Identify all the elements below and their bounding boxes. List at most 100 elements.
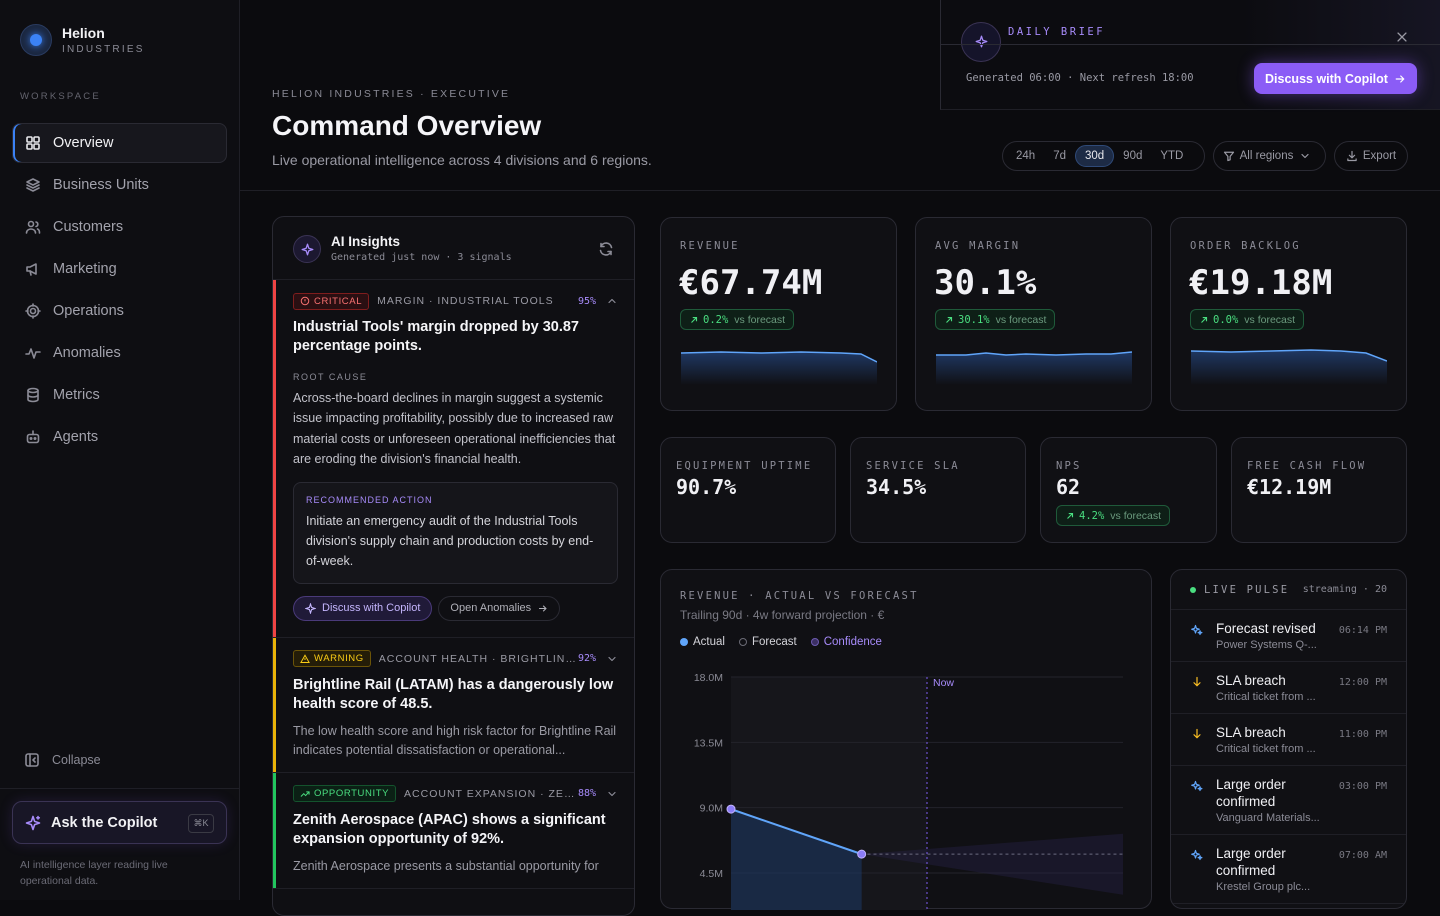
kpi-card-service-sla[interactable]: SERVICE SLA 34.5%: [850, 437, 1026, 543]
insight-title: Industrial Tools' margin dropped by 30.8…: [293, 319, 579, 354]
pulse-event[interactable]: Forecast revised Power Systems Q-... 06:…: [1171, 610, 1406, 662]
event-subtitle: Critical ticket from ...: [1216, 743, 1316, 755]
sparkle-icon: [305, 602, 316, 614]
kpi-label: AVG MARGIN: [935, 240, 1021, 252]
chevron-down-icon: [1299, 150, 1311, 162]
insight-card-warning[interactable]: WARNING ACCOUNT HEALTH · BRIGHTLINE R...…: [273, 637, 634, 773]
recommended-action-label: RECOMMENDED ACTION: [306, 494, 433, 505]
brief-divider: [941, 44, 1440, 45]
range-24h[interactable]: 24h: [1016, 150, 1036, 162]
kpi-delta-label: vs forecast: [1110, 509, 1162, 522]
legend-forecast[interactable]: Forecast: [738, 636, 797, 648]
sidebar-item-marketing[interactable]: Marketing: [12, 249, 227, 289]
range-7d[interactable]: 7d: [1053, 150, 1066, 162]
revenue-chart[interactable]: 18.0M 13.5M 9.0M 4.5M Now: [661, 570, 1153, 910]
export-button[interactable]: Export: [1334, 141, 1408, 171]
collapse-button[interactable]: Collapse: [24, 752, 101, 768]
legend-swatch: [738, 638, 747, 646]
insight-title: Zenith Aerospace (APAC) shows a signific…: [293, 811, 606, 847]
chevron-down-icon[interactable]: [606, 653, 618, 665]
kpi-delta-label: vs forecast: [734, 313, 786, 326]
range-90d[interactable]: 90d: [1123, 150, 1143, 162]
sidebar-item-customers[interactable]: Customers: [12, 207, 227, 247]
sidebar-item-operations[interactable]: Operations: [12, 291, 227, 331]
brand[interactable]: Helion INDUSTRIES: [20, 24, 145, 56]
confidence-score: 92%: [577, 653, 596, 665]
y-tick-label: 4.5M: [700, 868, 723, 880]
sidebar-item-agents[interactable]: Agents: [12, 417, 227, 457]
legend-swatch: [680, 638, 688, 646]
y-tick-label: 9.0M: [700, 803, 723, 815]
region-filter[interactable]: All regions: [1213, 141, 1326, 171]
download-icon: [1346, 150, 1358, 162]
discuss-copilot-button[interactable]: Discuss with Copilot: [1254, 63, 1417, 94]
confidence-band: [861, 833, 1123, 895]
chevron-down-icon[interactable]: [606, 788, 618, 800]
refresh-icon[interactable]: [598, 241, 614, 257]
chart-title: REVENUE · ACTUAL VS FORECAST: [680, 590, 919, 602]
brand-sub: INDUSTRIES: [62, 44, 145, 55]
discuss-copilot-pill-label: Discuss with Copilot: [322, 602, 421, 615]
pulse-event[interactable]: SLA breach Critical ticket from ... 11:0…: [1171, 714, 1406, 766]
ask-copilot-label: Ask the Copilot: [51, 814, 158, 831]
sidebar-item-anomalies[interactable]: Anomalies: [12, 333, 227, 373]
root-cause-label: ROOT CAUSE: [293, 372, 368, 382]
actual-line: [730, 808, 862, 856]
event-time: 12:00 PM: [1338, 677, 1387, 688]
sparkle-icon: [1191, 624, 1203, 636]
open-anomalies-button[interactable]: Open Anomalies: [438, 595, 561, 621]
kpi-card-free-cash-flow[interactable]: FREE CASH FLOW €12.19M: [1231, 437, 1407, 543]
live-indicator-dot: [1190, 586, 1196, 593]
kpi-delta-label: vs forecast: [995, 313, 1047, 326]
pulse-event[interactable]: Large order confirmed Vanguard Materials…: [1171, 766, 1406, 835]
kpi-card-equipment-uptime[interactable]: EQUIPMENT UPTIME 90.7%: [660, 437, 836, 543]
sidebar-item-metrics[interactable]: Metrics: [12, 375, 227, 415]
actual-point: [726, 804, 736, 814]
chevron-up-icon[interactable]: [606, 295, 618, 307]
pulse-event[interactable]: Large order confirmed Krestel Group plc.…: [1171, 835, 1406, 904]
workspace-label: WORKSPACE: [20, 91, 101, 102]
discuss-copilot-pill[interactable]: Discuss with Copilot: [293, 595, 433, 621]
actual-area: [731, 809, 862, 910]
header-controls: 24h 7d 30d 90d YTD All regions Export: [1002, 141, 1440, 171]
severity-label: WARNING: [314, 653, 364, 665]
legend-actual[interactable]: Actual: [680, 636, 725, 648]
insight-summary: The low health score and high risk facto…: [293, 723, 617, 757]
sidebar-item-overview[interactable]: Overview: [12, 123, 227, 163]
arrow-up-right-icon: [691, 316, 698, 323]
legend-label: Actual: [693, 636, 725, 648]
kpi-card-order-backlog[interactable]: ORDER BACKLOG €19.18M 0.0% vs forecast: [1170, 217, 1407, 411]
insight-card-critical[interactable]: CRITICAL MARGIN · INDUSTRIAL TOOLS 95% I…: [273, 280, 634, 638]
severity-label: OPPORTUNITY: [314, 788, 390, 800]
kpi-card-nps[interactable]: NPS 62 4.2% vs forecast: [1040, 437, 1217, 543]
kpi-label: ORDER BACKLOG: [1190, 240, 1301, 252]
event-title: SLA breach: [1216, 725, 1286, 740]
sidebar-item-label: Overview: [53, 135, 114, 151]
kpi-value: 90.7%: [676, 475, 737, 499]
kpi-sparkline: [1191, 349, 1387, 385]
brand-name: Helion: [62, 25, 105, 41]
brief-title: DAILY BRIEF: [1008, 26, 1106, 38]
kpi-card-avg-margin[interactable]: AVG MARGIN 30.1% 30.1% vs forecast: [915, 217, 1152, 411]
range-ytd[interactable]: YTD: [1160, 150, 1184, 162]
kpi-delta-value: 4.2%: [1079, 509, 1105, 522]
legend-confidence[interactable]: Confidence: [810, 636, 882, 648]
ask-copilot-button[interactable]: Ask the Copilot ⌘K: [12, 801, 227, 844]
insight-category: MARGIN · INDUSTRIAL TOOLS: [377, 295, 554, 307]
actual-point: [857, 849, 867, 859]
kpi-card-revenue[interactable]: REVENUE €67.74M 0.2% vs forecast: [660, 217, 897, 411]
close-icon[interactable]: [1395, 30, 1409, 44]
kpi-delta-label: vs forecast: [1244, 313, 1296, 326]
insight-card-opportunity[interactable]: OPPORTUNITY ACCOUNT EXPANSION · ZENIT...…: [273, 772, 634, 889]
pulse-event[interactable]: SLA breach Critical ticket from ... 12:0…: [1171, 662, 1406, 714]
sparkle-icon: [25, 815, 41, 831]
kpi-delta: 4.2% vs forecast: [1056, 505, 1171, 526]
sidebar-footer: AI intelligence layer reading live opera…: [20, 859, 168, 887]
kpi-value: 30.1%: [934, 263, 1037, 303]
range-30d[interactable]: 30d: [1074, 145, 1115, 167]
insights-meta: Generated just now · 3 signals: [331, 252, 512, 263]
sidebar-item-business-units[interactable]: Business Units: [12, 165, 227, 205]
sidebar-item-label: Operations: [53, 303, 124, 319]
kpi-value: €12.19M: [1247, 475, 1332, 499]
kpi-delta-value: 0.2%: [703, 313, 729, 326]
